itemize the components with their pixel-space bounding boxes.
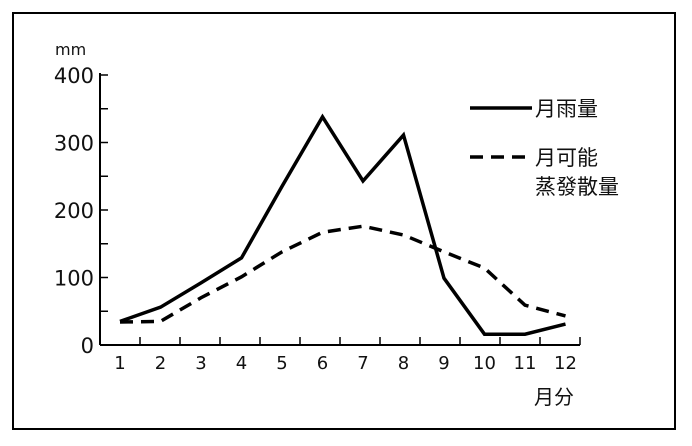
x-tick-label: 3 [195,353,206,374]
y-unit-label: mm [55,40,86,59]
series-line-1 [119,113,566,336]
y-tick-label: 200 [54,199,94,223]
legend-label-evapotranspiration-line1: 月可能 [535,146,598,170]
series-line-2 [119,224,566,324]
y-tick-label: 400 [54,64,94,88]
x-axis-label: 月分 [534,385,574,409]
x-tick-label: 5 [276,353,287,374]
x-tick-label: 8 [398,353,409,374]
x-tick-label: 6 [317,353,328,374]
legend-label-rainfall: 月雨量 [535,97,598,121]
chart-frame [12,12,676,430]
x-tick-label: 11 [514,353,537,374]
x-tick-label: 10 [473,353,496,374]
x-tick-label: 9 [438,353,449,374]
x-tick-label: 12 [554,353,577,374]
x-tick-label: 4 [236,353,247,374]
x-tick-label: 1 [114,353,125,374]
y-tick-label: 100 [54,267,94,291]
legend-label-evapotranspiration-line2: 蒸發散量 [535,175,619,199]
x-tick-label: 7 [357,353,368,374]
x-tick-label: 2 [155,353,166,374]
y-tick-label: 0 [81,334,94,358]
y-tick-label: 300 [54,132,94,156]
